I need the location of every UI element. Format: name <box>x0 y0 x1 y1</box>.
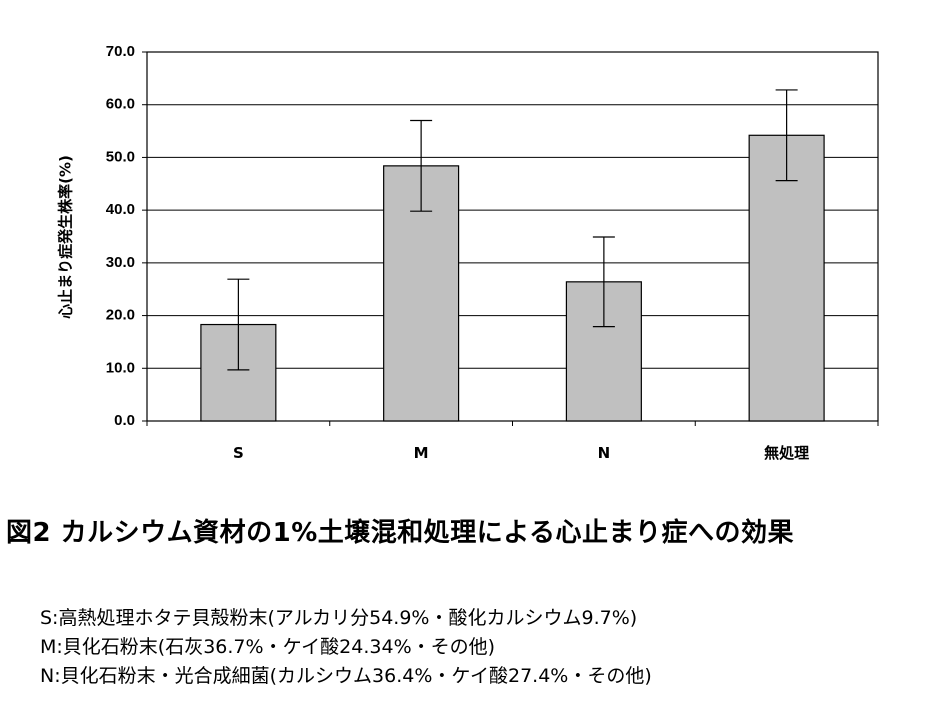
bar-chart: 0.0 10.0 20.0 30.0 40.0 50.0 60.0 70.0 S M N 無処理 心… <box>57 43 879 462</box>
x-tick-label: S <box>233 444 244 462</box>
x-tick-label: N <box>598 444 611 462</box>
note-s: S:高熱処理ホタテ貝殻粉末(アルカリ分54.9%・酸化カルシウム9.7%) <box>40 607 638 629</box>
x-tick-label: M <box>414 444 429 462</box>
y-tick-label: 20.0 <box>106 307 135 324</box>
note-n: N:貝化石粉末・光合成細菌(カルシウム36.4%・ケイ酸27.4%・その他) <box>40 665 652 687</box>
bar <box>748 134 825 422</box>
y-tick-label: 10.0 <box>106 359 135 376</box>
y-tick-label: 30.0 <box>106 254 135 271</box>
error-bars <box>227 89 798 371</box>
x-axis-ticks: S M N 無処理 <box>146 421 879 462</box>
y-tick-label: 0.0 <box>114 412 135 429</box>
x-tick-label: 無処理 <box>764 444 809 462</box>
y-tick-label: 70.0 <box>106 43 135 60</box>
y-axis-ticks: 0.0 10.0 20.0 30.0 40.0 50.0 60.0 70.0 <box>106 43 147 429</box>
figure-caption: 図2 カルシウム資材の1%土壌混和処理による心止まり症への効果 <box>6 518 795 548</box>
y-tick-label: 50.0 <box>106 148 135 165</box>
note-m: M:貝化石粉末(石灰36.7%・ケイ酸24.34%・その他) <box>40 636 496 658</box>
notes-list: S:高熱処理ホタテ貝殻粉末(アルカリ分54.9%・酸化カルシウム9.7%) M:… <box>40 604 652 691</box>
y-tick-label: 60.0 <box>106 96 135 113</box>
y-tick-label: 40.0 <box>106 201 135 218</box>
y-axis-label: 心止まり症発生株率(%) <box>57 155 75 319</box>
